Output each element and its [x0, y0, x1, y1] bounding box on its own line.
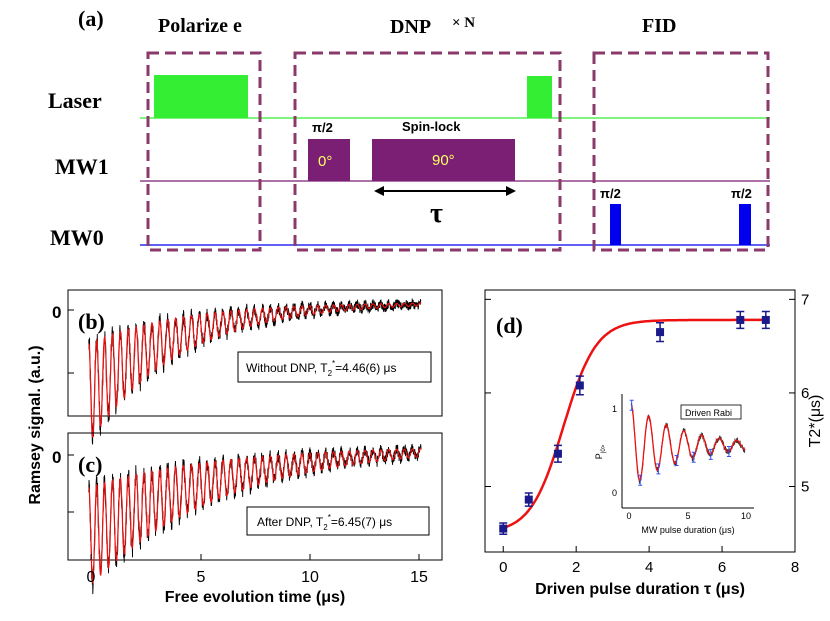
panel-d-label: (d) [496, 313, 523, 338]
mw0-pi2-pulse-first [610, 204, 621, 245]
fid-box [592, 51, 770, 252]
panel-d-ylabel: T2*(μs) [807, 395, 824, 448]
inset-xtick-label-5: 5 [685, 511, 690, 521]
data-point [524, 492, 533, 507]
panel-b-frame [67, 289, 443, 417]
spinlock-phase-label: 90° [432, 152, 455, 169]
panel-c-xtick-label-10: 10 [301, 569, 319, 586]
panel-d-ytick-label-5: 5 [801, 479, 809, 496]
inset-error-bar [708, 448, 713, 460]
point-marker [524, 495, 533, 504]
point-marker [656, 328, 665, 337]
inset-error-bar [656, 463, 661, 475]
panel-c-xtick-label-15: 15 [410, 569, 428, 586]
panel-b-legend: Without DNP, T2*=4.46(6) μs [246, 359, 396, 378]
channel-label-mw1: MW1 [55, 154, 109, 179]
panel-c-legend-box [246, 506, 430, 536]
panel-c-label: (c) [78, 452, 102, 477]
panel-d-ytick-label-6: 6 [801, 385, 809, 402]
inset-xlabel: MW pulse duration (μs) [641, 525, 734, 535]
inset-error-bar [638, 474, 643, 486]
inset-ytick-label-0: 0 [612, 488, 617, 498]
panel-d-data-points [499, 310, 770, 535]
data-point [553, 444, 562, 463]
point-marker [761, 315, 770, 324]
panel-d-fit-curve [502, 318, 766, 530]
panel-c: 0 (c) After DNP, T2*=6.45(7) μs 0 5 10 1… [27, 345, 443, 606]
panel-b-data-trace [88, 298, 422, 445]
panel-d-xtick-label-6: 6 [718, 559, 726, 576]
panel-c-x-axis: 0 5 10 15 Free evolution time (μs) [87, 554, 428, 606]
channel-label-mw0: MW0 [50, 225, 104, 250]
mw1-phase0-label: 0° [318, 153, 332, 170]
inset-legend: Driven Rabi [685, 408, 732, 418]
data-point [761, 310, 770, 330]
panel-d-xtick-label-2: 2 [572, 559, 580, 576]
data-point [656, 322, 665, 343]
inset-error-bar [691, 451, 696, 463]
tau-symbol: τ [430, 198, 443, 229]
panel-d-xtick-label-0: 0 [499, 559, 507, 576]
mw0-pi2-pulse-second [739, 204, 751, 245]
panel-d: (d) 0 2 4 6 8 5 6 7 Driven pulse duratio… [484, 289, 824, 598]
mw0-pi2-label-second: π/2 [731, 186, 752, 201]
inset-xtick-label-10: 10 [741, 511, 751, 521]
data-point [499, 522, 508, 535]
panel-c-xtick-label-5: 5 [197, 569, 206, 586]
panel-d-ytick-label-7: 7 [801, 291, 809, 308]
panel-c-xlabel: Free evolution time (μs) [165, 589, 345, 606]
panel-c-legend: After DNP, T2*=6.45(7) μs [257, 513, 392, 532]
point-marker [575, 381, 584, 390]
data-point [736, 310, 745, 330]
panel-b-fit-trace [88, 302, 422, 438]
panel-d-axes: 0 2 4 6 8 5 6 7 [485, 291, 809, 576]
laser-pulse-dnp [527, 76, 552, 118]
panel-b-label: (b) [78, 309, 105, 334]
dnp-box [293, 51, 562, 252]
inset-fit-trace [630, 403, 746, 482]
panel-d-xlabel: Driven pulse duration τ (μs) [535, 581, 745, 598]
inset-error-bars [629, 399, 731, 486]
panel-b-ytick-label-0: 0 [52, 303, 61, 322]
tau-arrow-right-head [506, 186, 516, 196]
panel-b-legend-box [237, 351, 432, 383]
point-marker [553, 449, 562, 458]
section-title-dnp: DNP [390, 16, 431, 38]
section-title-fid: FID [642, 15, 676, 37]
tau-arrow-left-head [374, 186, 384, 196]
inset-error-bar [674, 455, 679, 467]
panel-c-xtick-label-0: 0 [87, 569, 96, 586]
inset-error-bar [726, 445, 731, 457]
data-point [575, 375, 584, 396]
channel-label-laser: Laser [48, 88, 102, 113]
mw1-pi2-pulse [308, 139, 350, 181]
panel-a: (a) Polarize e DNP × N FID Laser MW1 MW0… [48, 6, 770, 252]
panel-d-xtick-label-8: 8 [791, 559, 799, 576]
dnp-repeat-label: × N [452, 15, 475, 31]
panel-a-label: (a) [78, 6, 104, 31]
mw1-pi2-label: π/2 [312, 120, 333, 135]
section-title-polarize: Polarize e [158, 15, 242, 37]
ramsey-ylabel: Ramsey signal. (a.u.) [27, 345, 44, 504]
panel-d-xtick-label-4: 4 [645, 559, 653, 576]
laser-pulse-polarize [154, 75, 248, 118]
spinlock-pulse [372, 139, 515, 181]
inset-legend-box [680, 404, 742, 420]
panel-c-ytick-label-0: 0 [52, 448, 61, 467]
panel-d-inset: 1 0 0 5 10 MW pulse duration (μs) P|0> D… [594, 394, 754, 535]
inset-error-bar [629, 399, 634, 411]
polarize-box [146, 51, 262, 252]
inset-xtick-label-0: 0 [626, 511, 631, 521]
mw0-pi2-label-first: π/2 [600, 186, 621, 201]
spinlock-title: Spin-lock [402, 119, 461, 134]
point-marker [499, 524, 508, 533]
inset-ylabel: P|0> [594, 444, 607, 459]
panel-c-fit-trace [88, 448, 422, 584]
point-marker [736, 315, 745, 324]
panel-b: 0 (b) Without DNP, T2*=4.46(6) μs [52, 289, 443, 445]
panel-d-frame [484, 289, 796, 553]
inset-ytick-label-1: 1 [612, 404, 617, 414]
panel-c-frame [67, 432, 443, 561]
